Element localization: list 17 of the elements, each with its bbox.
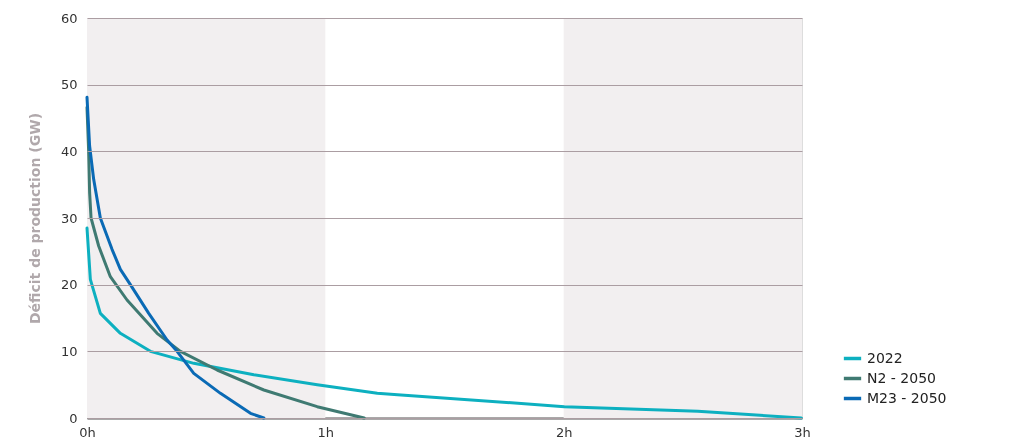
x-tick-label: 2h [555,424,573,440]
legend-label: N2 - 2050 [867,369,936,386]
y-tick-label: 40 [60,143,78,159]
line-series [85,226,803,420]
y-tick-label: 10 [60,343,78,359]
legend-label: 2022 [867,349,903,366]
x-tick-label: 0h [79,424,96,440]
y-tick-label: 50 [60,77,78,93]
y-tick-label: 0 [69,410,78,426]
y-tick-label: 30 [60,210,78,226]
y-tick-label: 20 [60,277,78,293]
legend-label: M23 - 2050 [867,389,947,406]
x-tick-label: 1h [317,424,335,440]
y-axis-title: Déficit de production (GW) [26,112,43,325]
y-tick-label: 60 [60,10,78,26]
x-tick-label: 3h [794,424,811,440]
line-series [85,95,266,420]
